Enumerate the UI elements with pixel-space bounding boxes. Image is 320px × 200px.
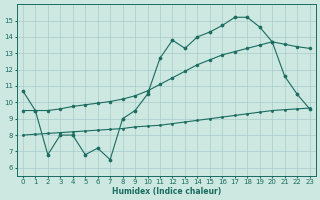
X-axis label: Humidex (Indice chaleur): Humidex (Indice chaleur) <box>112 187 221 196</box>
